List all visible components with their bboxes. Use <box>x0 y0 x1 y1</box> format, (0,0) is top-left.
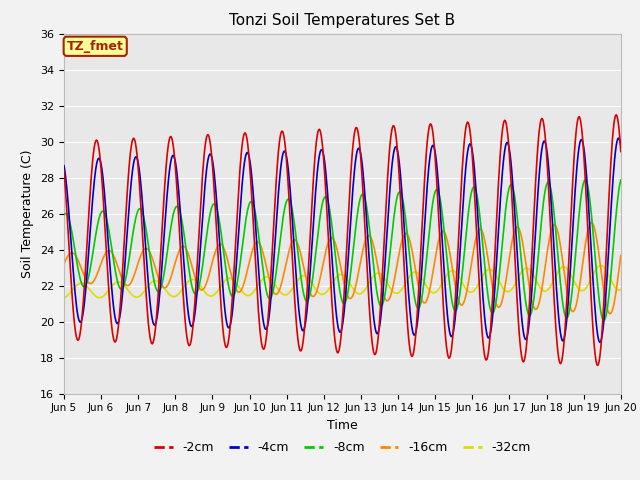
Title: Tonzi Soil Temperatures Set B: Tonzi Soil Temperatures Set B <box>229 13 456 28</box>
X-axis label: Time: Time <box>327 419 358 432</box>
Y-axis label: Soil Temperature (C): Soil Temperature (C) <box>22 149 35 278</box>
Legend: -2cm, -4cm, -8cm, -16cm, -32cm: -2cm, -4cm, -8cm, -16cm, -32cm <box>149 436 536 459</box>
Text: TZ_fmet: TZ_fmet <box>67 40 124 53</box>
